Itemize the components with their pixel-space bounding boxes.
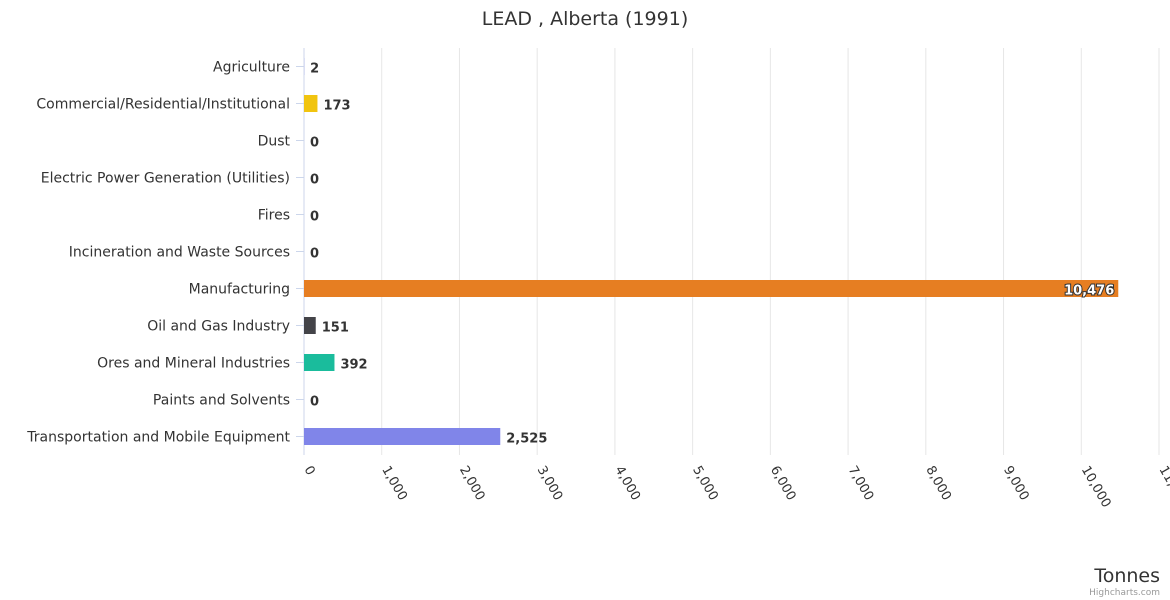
category-label: Ores and Mineral Industries [97, 356, 290, 372]
category-label: Electric Power Generation (Utilities) [41, 171, 290, 187]
category-label: Oil and Gas Industry [147, 319, 290, 335]
grid-lines [303, 48, 1160, 455]
data-label: 0 [310, 247, 319, 262]
x-tick-label: 1,000 [378, 464, 410, 504]
bar[interactable] [304, 95, 318, 112]
category-label: Manufacturing [189, 282, 290, 298]
category-label: Incineration and Waste Sources [69, 245, 290, 261]
x-tick-label: 11,000 [1156, 464, 1170, 511]
x-tick-label: 8,000 [922, 464, 954, 504]
data-label: 2,525 [506, 432, 547, 447]
x-tick-label: 10,000 [1078, 464, 1114, 511]
credits-link[interactable]: Highcharts.com [1089, 588, 1160, 598]
bars [304, 58, 1119, 445]
bar[interactable] [304, 317, 316, 334]
category-label: Commercial/Residential/Institutional [36, 97, 290, 113]
category-label: Agriculture [213, 60, 290, 76]
category-labels: Agriculture Commercial/Residential/Instit… [26, 60, 304, 446]
x-axis-title: Tonnes [1093, 565, 1160, 587]
data-label: 0 [310, 210, 319, 225]
data-labels: 2 173 0 0 0 0 10,476 151 392 0 2,525 [310, 62, 1115, 447]
x-tick-label: 6,000 [767, 464, 799, 504]
x-tick-label: 5,000 [689, 464, 721, 504]
x-tick-label: 9,000 [1000, 464, 1032, 504]
bar[interactable] [304, 280, 1119, 297]
data-label: 2 [310, 62, 319, 77]
bar[interactable] [304, 354, 335, 371]
x-tick-label: 3,000 [534, 464, 566, 504]
data-label: 10,476 [1064, 284, 1114, 299]
chart-title: LEAD , Alberta (1991) [482, 8, 689, 30]
category-label: Paints and Solvents [153, 393, 290, 409]
x-tick-label: 4,000 [611, 464, 643, 504]
x-tick-label: 7,000 [845, 464, 877, 504]
x-axis-ticks: 0 1,000 2,000 3,000 4,000 5,000 6,000 7,000 8,00… [301, 464, 1170, 511]
category-label: Fires [258, 208, 290, 224]
category-label: Dust [258, 134, 291, 150]
data-label: 0 [310, 136, 319, 151]
category-label: Transportation and Mobile Equipment [26, 430, 290, 446]
x-tick-label: 0 [301, 464, 318, 479]
data-label: 0 [310, 173, 319, 188]
data-label: 173 [323, 99, 350, 114]
data-label: 392 [340, 358, 367, 373]
x-tick-label: 2,000 [456, 464, 488, 504]
data-label: 151 [322, 321, 349, 336]
data-label: 0 [310, 395, 319, 410]
bar[interactable] [304, 428, 501, 445]
